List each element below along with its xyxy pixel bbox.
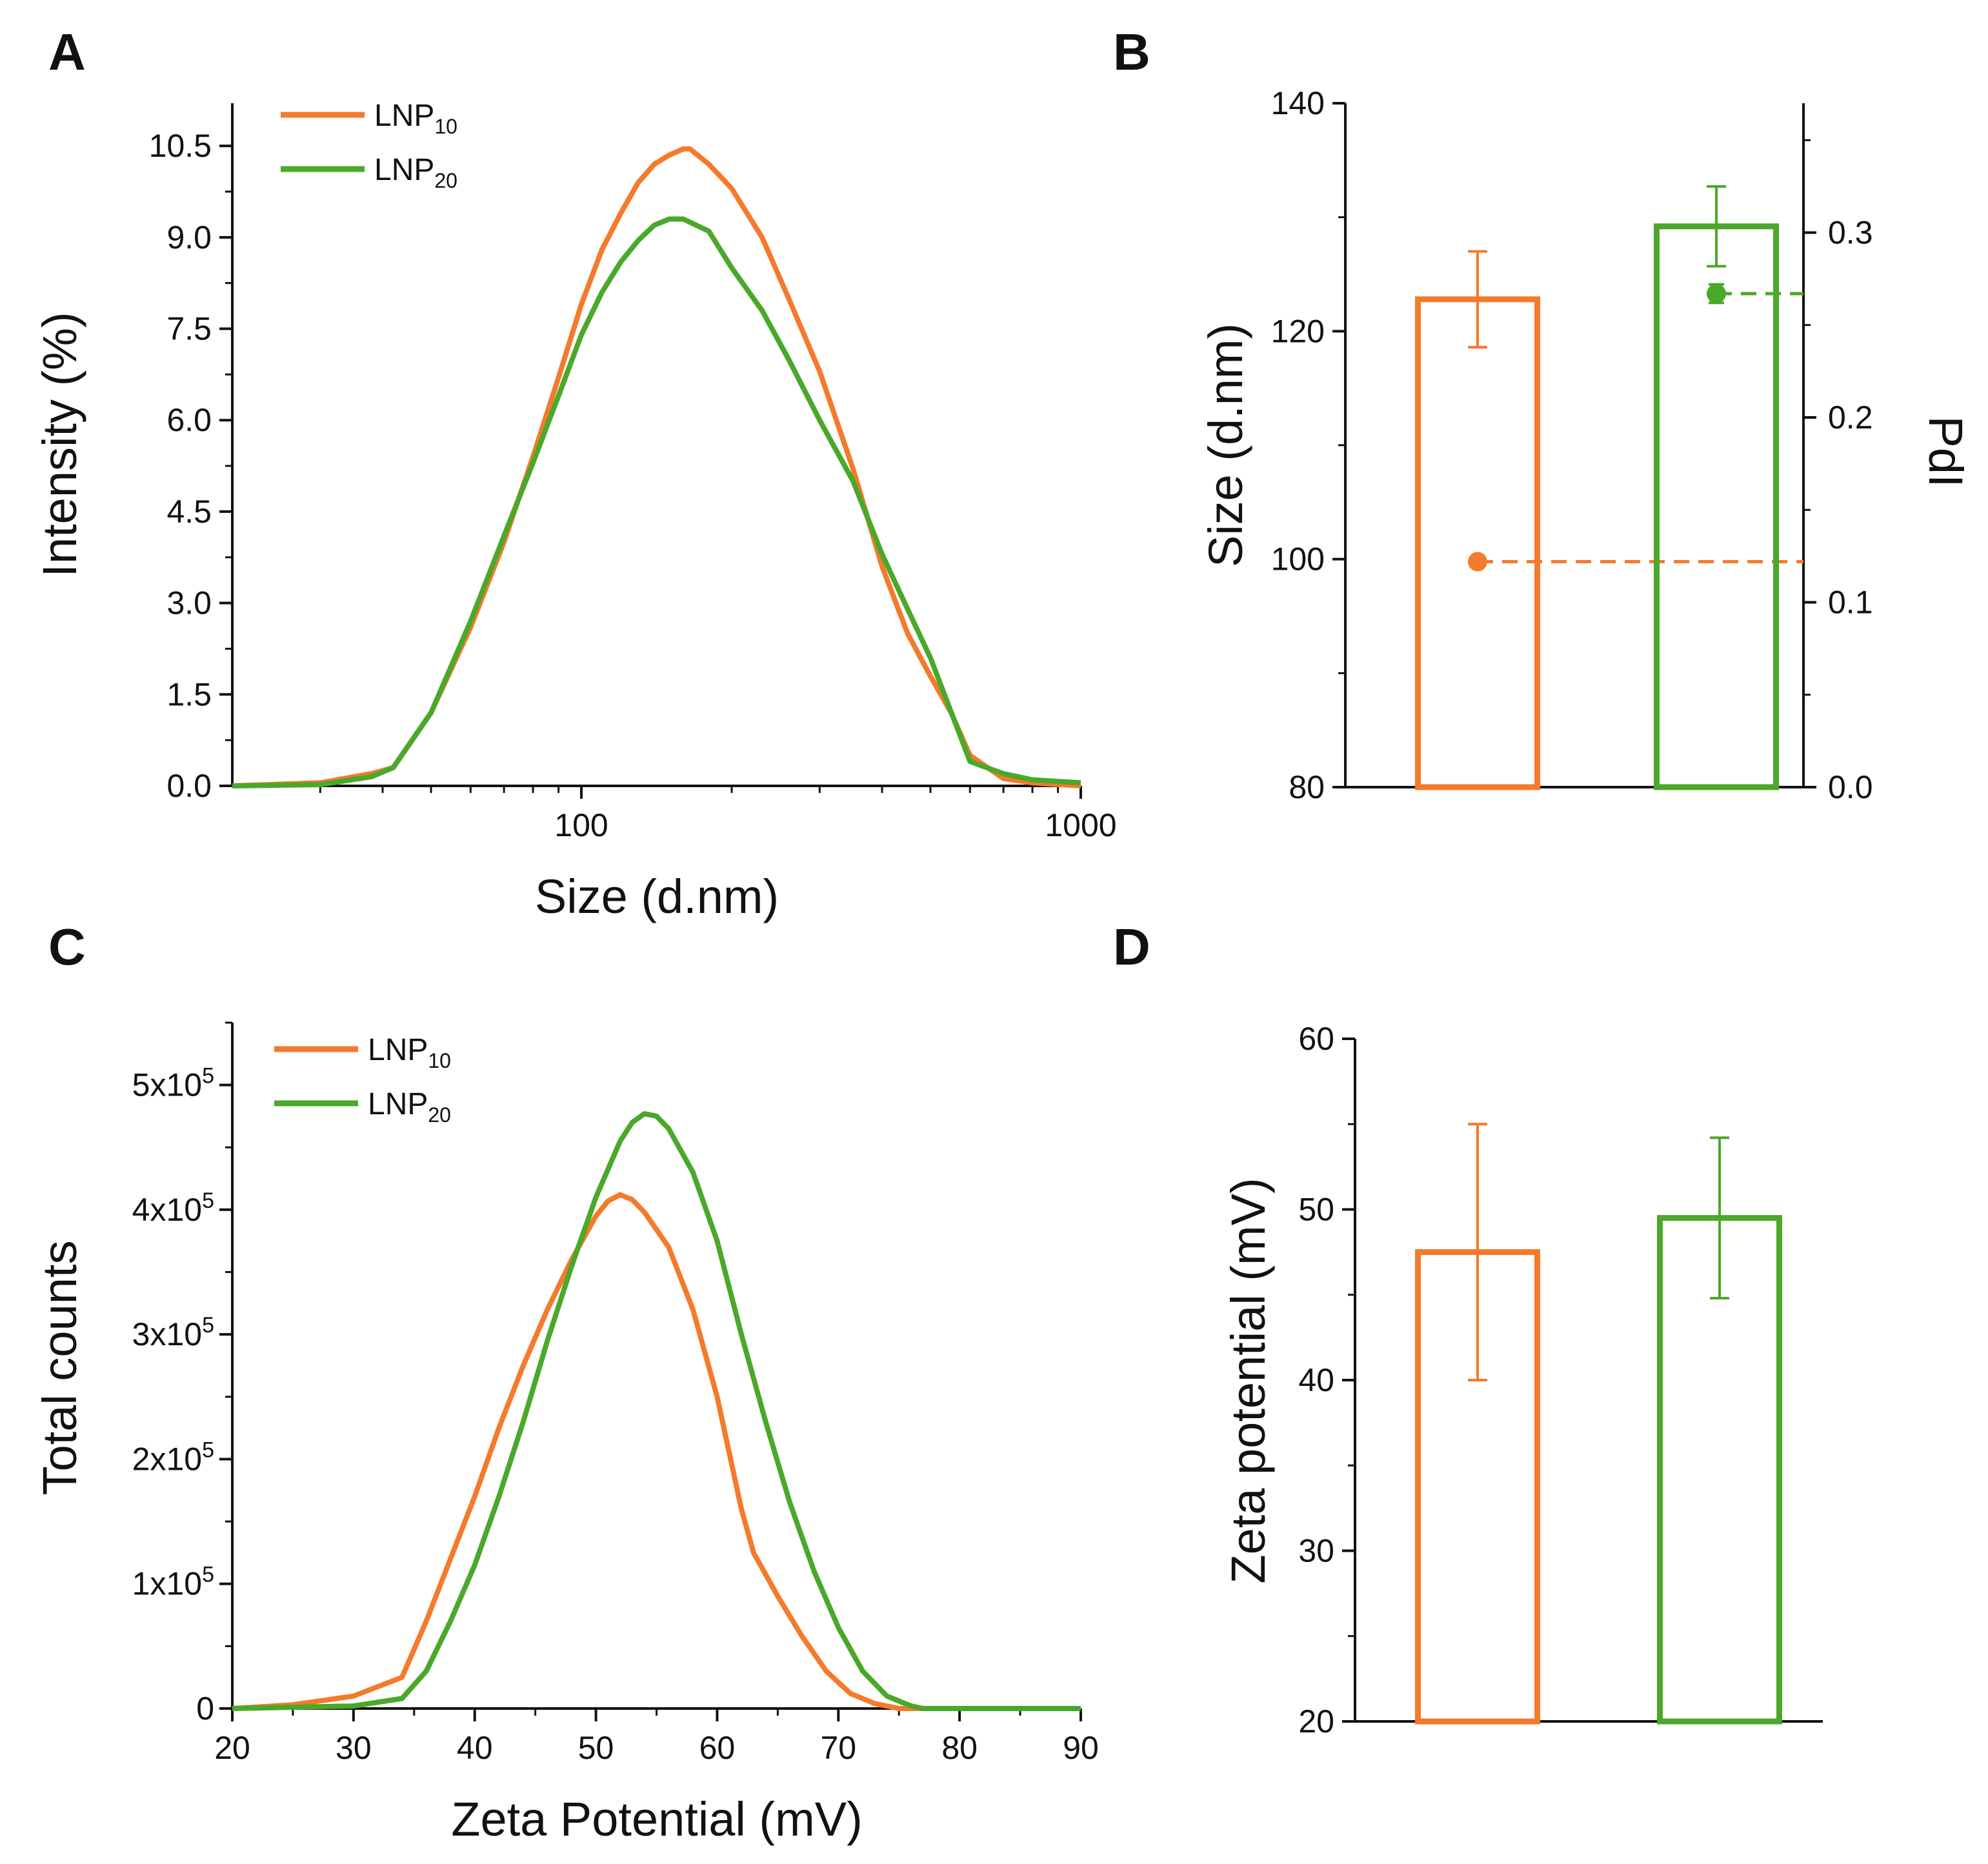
- y-tick-label: 0: [196, 1690, 214, 1727]
- series-line-lnp10: [232, 1192, 1081, 1711]
- pdi-point-lnp10: [1468, 552, 1487, 572]
- y-tick-label: 5x105: [132, 1064, 214, 1103]
- y2-tick-label: 0.1: [1828, 585, 1873, 621]
- legend-a-label-lnp10: LNP10: [374, 99, 457, 138]
- y-tick-label: 10.5: [149, 128, 212, 164]
- legend-c-label-lnp10: LNP10: [368, 1033, 451, 1072]
- x-tick-label: 40: [457, 1730, 493, 1766]
- panel-c-legend: LNP10 LNP20: [274, 1033, 451, 1127]
- y-tick-label: 6.0: [166, 402, 212, 438]
- x-tick-label: 70: [820, 1730, 856, 1766]
- pdi-point-lnp20: [1707, 284, 1726, 304]
- panel-c-y-label: Total counts: [33, 1241, 86, 1496]
- y-tick-label: 80: [1289, 769, 1325, 805]
- y-tick-label: 60: [1298, 1021, 1334, 1057]
- y2-tick-label: 0.2: [1828, 399, 1873, 436]
- bar-lnp10: [1415, 296, 1540, 790]
- panel-letter-d: D: [1113, 918, 1150, 976]
- x-tick-label: 50: [578, 1730, 614, 1766]
- panel-d-chart: 20 30 40 50 60 Zeta potential (mV): [1221, 1021, 1823, 1739]
- x-tick-label: 90: [1063, 1730, 1099, 1766]
- series-line-lnp10: [232, 146, 1081, 788]
- panel-b-chart: 80 100 120 140 0.0 0.1 0.2 0.3 Size (d.nm) PdI: [1199, 85, 1973, 805]
- panel-letter-b: B: [1113, 23, 1150, 81]
- y-tick-label: 3.0: [166, 585, 212, 621]
- panel-d-y-label: Zeta potential (mV): [1221, 1178, 1275, 1583]
- y-tick-label: 50: [1298, 1192, 1334, 1228]
- series-line-lnp20: [232, 216, 1081, 788]
- y-tick-label: 1x105: [132, 1563, 214, 1602]
- panel-b-y2-label: PdI: [1919, 416, 1973, 487]
- y-tick-label: 120: [1271, 313, 1325, 349]
- panel-c-x-label: Zeta Potential (mV): [451, 1792, 862, 1846]
- y2-tick-label: 0.0: [1828, 769, 1873, 805]
- y-tick-label: 140: [1271, 85, 1325, 121]
- legend-a-label-lnp20: LNP20: [374, 153, 457, 192]
- panel-letter-a: A: [48, 23, 86, 81]
- panel-a-x-label: Size (d.nm): [535, 870, 779, 923]
- y-tick-label: 30: [1298, 1533, 1334, 1569]
- x-tick-label: 80: [941, 1730, 978, 1766]
- y-tick-label: 0.0: [166, 768, 212, 804]
- x-tick-label: 1000: [1045, 807, 1116, 843]
- x-tick-label: 60: [699, 1730, 736, 1766]
- panel-a-legend: LNP10 LNP20: [281, 99, 457, 192]
- y-tick-label: 20: [1298, 1703, 1334, 1739]
- y-tick-label: 4x105: [132, 1188, 214, 1228]
- y-tick-label: 2x105: [132, 1438, 214, 1477]
- x-tick-label: 30: [336, 1730, 372, 1766]
- x-tick-label: 20: [214, 1730, 250, 1766]
- legend-c-label-lnp20: LNP20: [368, 1087, 451, 1127]
- y-tick-label: 9.0: [166, 219, 212, 256]
- x-tick-label: 100: [554, 807, 608, 843]
- panel-b-y-label: Size (d.nm): [1199, 323, 1252, 567]
- panel-c-chart: 0 1x105 2x105 3x105 4x105 5x105 20 30 40 50 60 70 80…: [33, 1021, 1099, 1846]
- y-tick-label: 3x105: [132, 1313, 214, 1352]
- series-line-lnp20: [232, 1111, 1081, 1711]
- bar-lnp20: [1654, 223, 1779, 790]
- y-tick-label: 100: [1271, 541, 1325, 577]
- y-tick-label: 40: [1298, 1362, 1334, 1398]
- panel-letter-c: C: [48, 918, 86, 976]
- y-tick-label: 7.5: [166, 311, 212, 347]
- y-tick-label: 1.5: [166, 676, 212, 712]
- panel-a-chart: 0.0 1.5 3.0 4.5 6.0 7.5 9.0 10.5 100 1000 Size (d…: [33, 99, 1117, 923]
- y-tick-label: 4.5: [166, 494, 212, 530]
- panel-a-y-label: Intensity (%): [33, 312, 86, 577]
- y2-tick-label: 0.3: [1828, 215, 1873, 251]
